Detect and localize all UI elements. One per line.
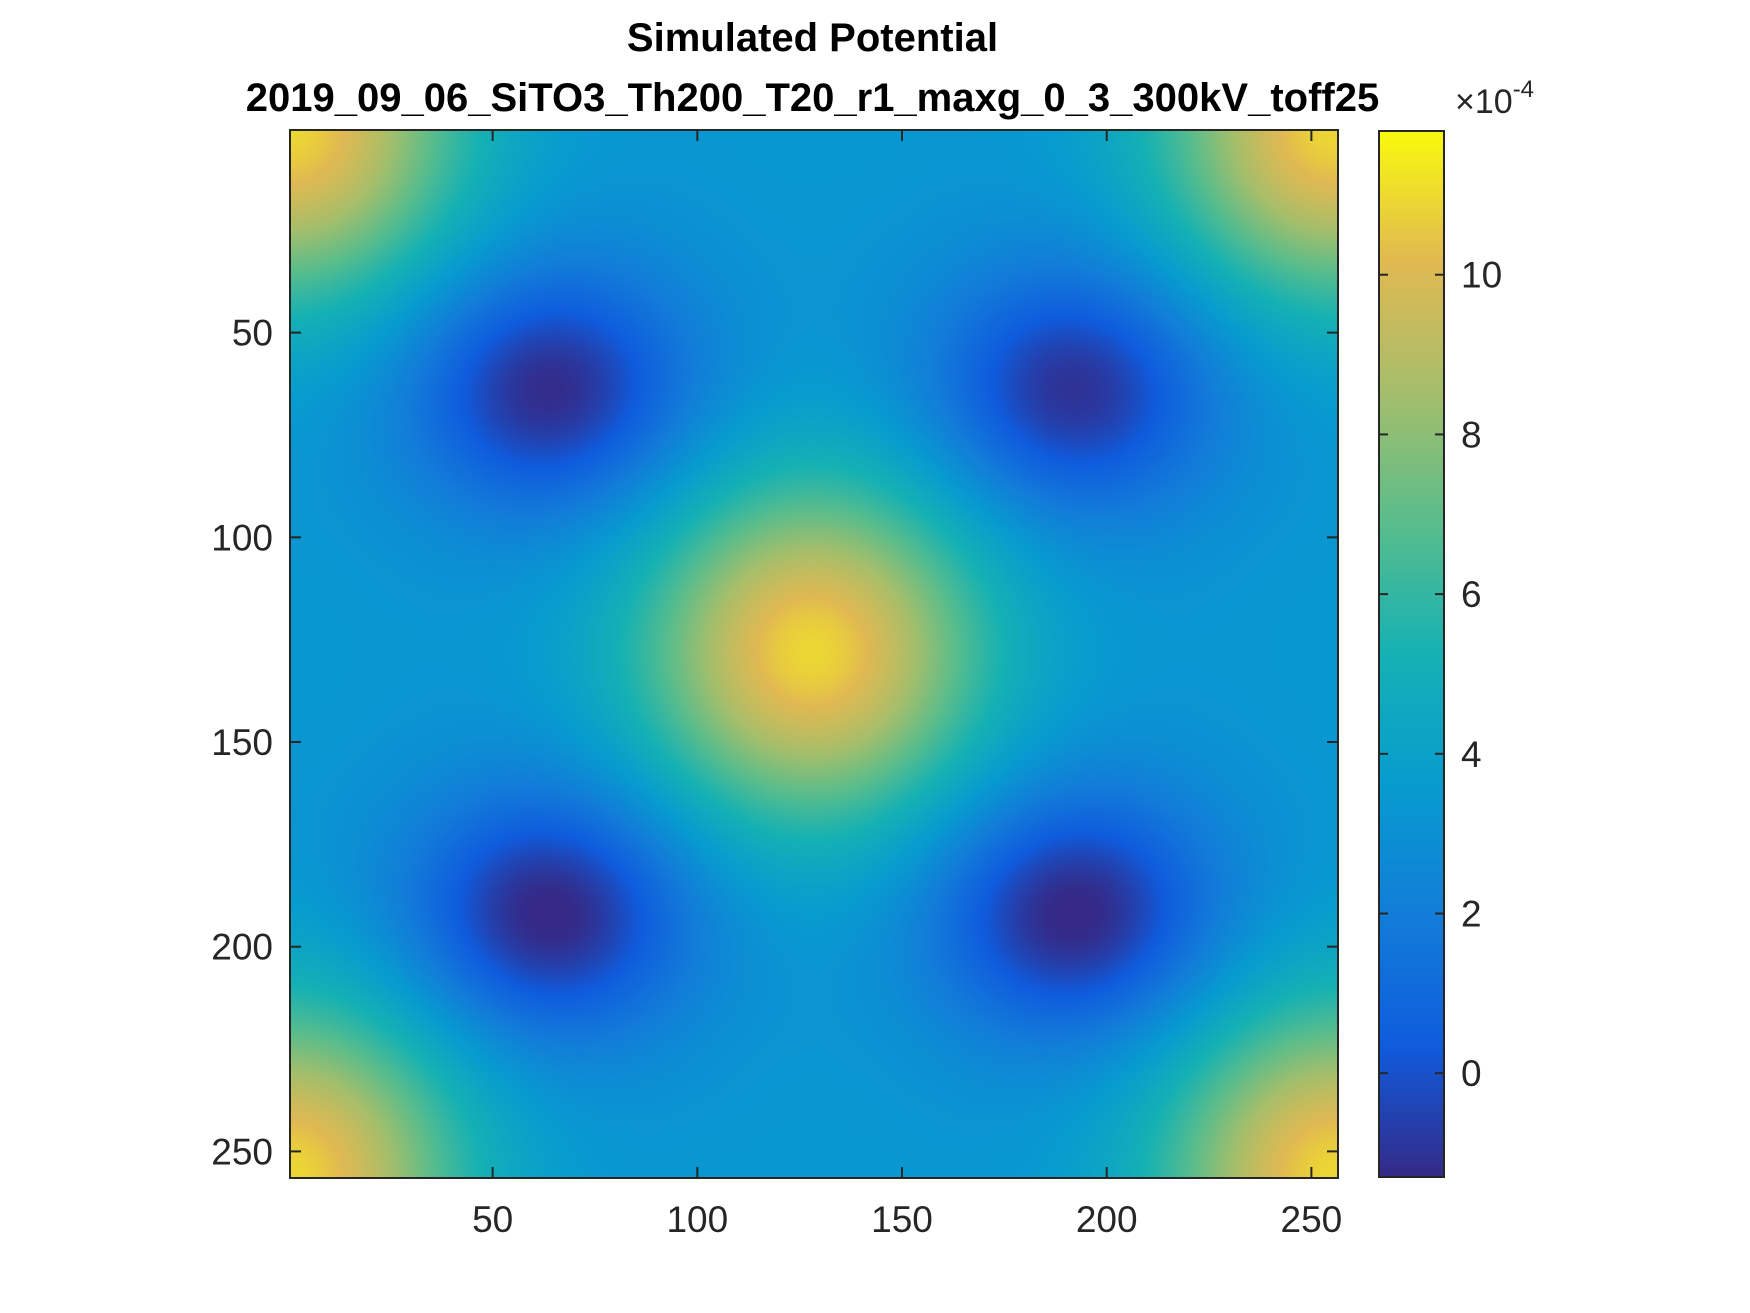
colorbar-tick-label: 10 bbox=[1461, 255, 1502, 296]
colorbar-tick-label: 6 bbox=[1461, 574, 1482, 615]
plot-frame bbox=[289, 129, 1339, 1179]
colorbar-multiplier-exponent: -4 bbox=[1513, 76, 1534, 103]
chart-title: Simulated Potential bbox=[626, 16, 999, 60]
y-tick-label: 250 bbox=[211, 1131, 273, 1172]
plot-axes: 50 100 150 200 250 50 100 150 200 250 bbox=[211, 129, 1343, 1240]
colorbar-gradient bbox=[1379, 131, 1444, 1177]
y-tick-label: 50 bbox=[232, 313, 273, 354]
y-tick-label: 150 bbox=[211, 722, 273, 763]
colorbar-multiplier-base: ×10 bbox=[1455, 83, 1513, 121]
x-tick-label: 250 bbox=[1281, 1199, 1343, 1240]
y-tick-label: 100 bbox=[211, 517, 273, 558]
chart-subtitle: 2019_09_06_SiTO3_Th200_T20_r1_maxg_0_3_3… bbox=[245, 76, 1380, 120]
colorbar-tick-label: 2 bbox=[1461, 894, 1482, 935]
x-tick-label: 150 bbox=[871, 1199, 933, 1240]
x-tick-label: 100 bbox=[666, 1199, 728, 1240]
x-tick-label: 200 bbox=[1076, 1199, 1138, 1240]
heatmap-image bbox=[290, 130, 1338, 1178]
colorbar-frame bbox=[1378, 130, 1445, 1178]
x-tick-label: 50 bbox=[472, 1199, 513, 1240]
colorbar-multiplier: ×10-4 bbox=[1455, 76, 1534, 121]
colorbar-tick-label: 0 bbox=[1461, 1053, 1482, 1094]
y-tick-label: 200 bbox=[211, 927, 273, 968]
colorbar-axes: 0 2 4 6 8 10 bbox=[1378, 130, 1502, 1178]
colorbar-tick-label: 4 bbox=[1461, 734, 1482, 775]
colorbar-tick-label: 8 bbox=[1461, 414, 1482, 455]
